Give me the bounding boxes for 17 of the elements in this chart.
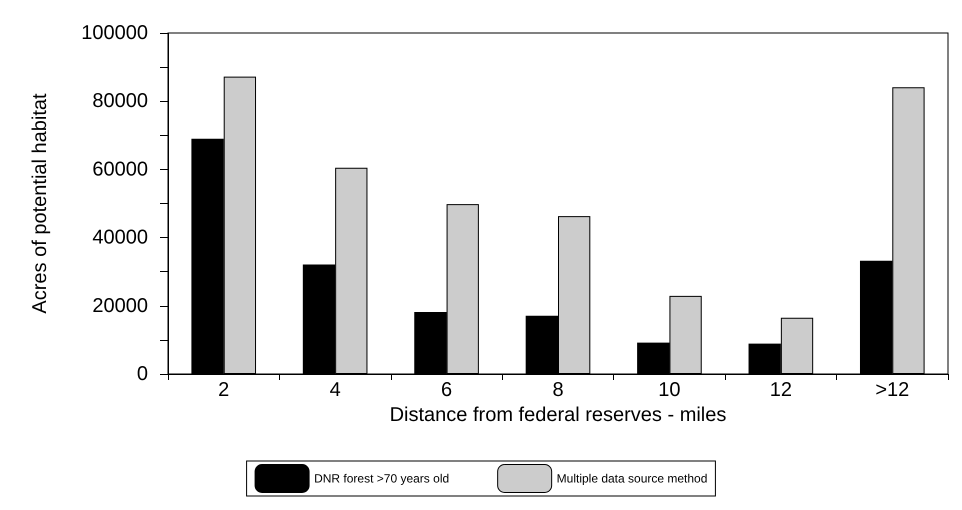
x-tick-label: 12 [770,379,792,401]
y-tick-label: 100000 [81,22,148,44]
x-tick-label: 2 [218,379,230,401]
x-axis-title: Distance from federal reserves - miles [390,404,726,426]
x-tick-label: 4 [330,379,341,401]
y-tick-label: 0 [136,363,148,385]
legend-label: Multiple data source method [556,472,708,486]
x-tick-label: 10 [658,379,681,401]
y-tick-label: 40000 [92,226,148,249]
legend-label: DNR forest >70 years old [314,472,450,486]
y-axis-title: Acres of potential habitat [29,92,51,314]
y-tick-label: 20000 [92,294,148,317]
x-tick-label: 8 [552,379,564,401]
x-tick-label: 6 [441,379,452,401]
y-tick-label: 80000 [92,90,148,112]
y-tick-label: 60000 [92,158,148,180]
x-tick-label: >12 [875,379,910,401]
